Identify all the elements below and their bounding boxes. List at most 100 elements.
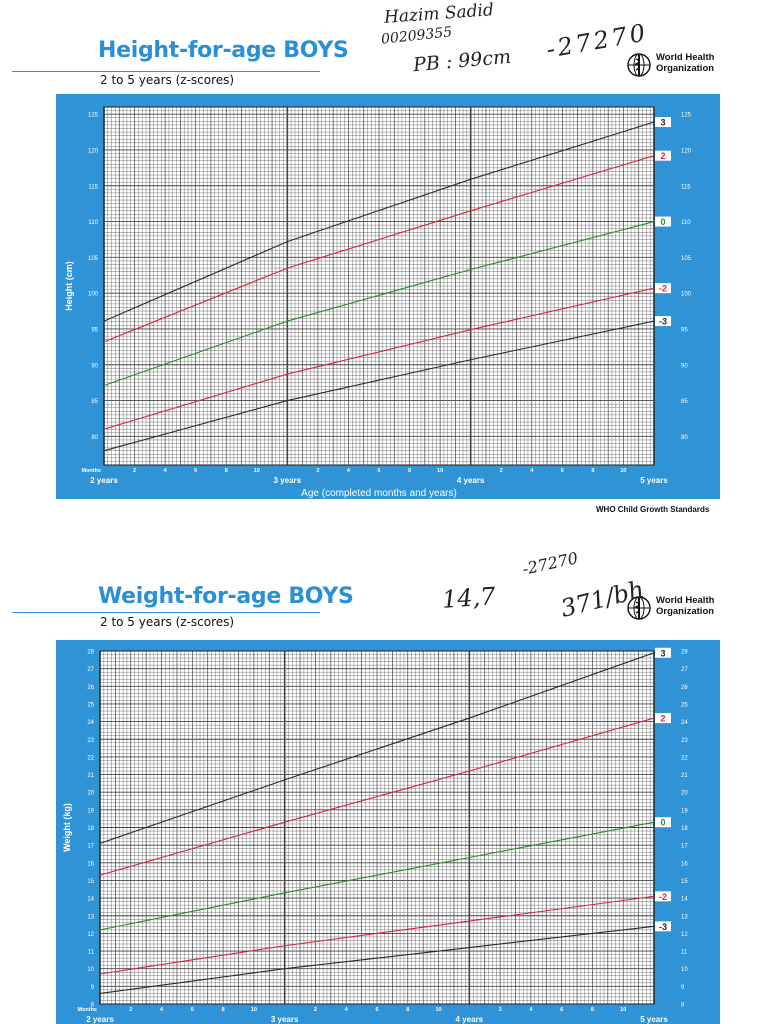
y-tick-label-right: 28 (681, 650, 688, 656)
zscore-label-2: 2 (660, 714, 665, 724)
plot-border (103, 106, 655, 466)
y-tick-label-left: 80 (91, 435, 98, 441)
y-tick-label-left: 23 (87, 738, 94, 744)
month-tick-label: 10 (437, 468, 443, 474)
zscore-line--2 (103, 287, 655, 430)
y-tick-label-right: 12 (681, 932, 688, 938)
y-tick-label-left: 26 (87, 685, 94, 691)
zscore-line-2 (99, 717, 655, 876)
month-tick-label: 10 (620, 468, 626, 474)
year-label: 5 years (640, 1015, 668, 1024)
month-tick-label: 2 (129, 1007, 132, 1013)
zscore-line-0 (99, 821, 655, 931)
y-tick-label-left: 16 (87, 861, 94, 867)
year-label: 3 years (271, 1015, 299, 1024)
plot-border (99, 650, 655, 1005)
y-tick-label-left: 125 (88, 113, 99, 119)
year-label: 4 years (456, 1015, 484, 1024)
month-tick-label: 4 (160, 1007, 164, 1013)
y-axis-label: Weight (kg) (62, 803, 72, 852)
who-logo-bottom: World Health Organization (626, 594, 736, 622)
height-title-rule (12, 71, 320, 72)
y-tick-label-left: 17 (87, 844, 94, 850)
y-tick-label-right: 11 (681, 950, 688, 956)
zscore-label-bg (655, 283, 671, 294)
weight-chart-subtitle: 2 to 5 years (z-scores) (100, 615, 235, 629)
y-tick-label-left: 19 (87, 808, 94, 814)
zscore-line--3 (99, 925, 655, 994)
y-tick-label-left: 20 (87, 791, 94, 797)
who-name-line2: Organization (656, 605, 715, 617)
y-tick-label-left: 28 (87, 650, 94, 656)
month-tick-label: 10 (435, 1007, 441, 1013)
month-tick-label: 6 (561, 468, 564, 474)
y-tick-label-left: 13 (87, 914, 94, 920)
year-label: 2 years (86, 1015, 114, 1024)
y-tick-label-left: 95 (91, 327, 98, 333)
month-tick-label: 2 (133, 468, 136, 474)
who-name: World Health Organization (656, 595, 715, 617)
zscore-label-bg (655, 316, 671, 327)
y-tick-label-left: 85 (91, 399, 98, 405)
month-tick-label: 4 (529, 1007, 533, 1013)
y-tick-label-right: 105 (681, 256, 692, 262)
y-tick-label-right: 27 (681, 667, 688, 673)
y-tick-label-right: 10 (681, 967, 688, 973)
y-tick-label-right: 25 (681, 702, 688, 708)
y-tick-label-right: 80 (681, 435, 688, 441)
who-name: World Health Organization (656, 52, 715, 74)
y-tick-label-left: 21 (87, 773, 94, 779)
y-tick-label-right: 110 (681, 220, 691, 226)
month-tick-label: 4 (530, 468, 534, 474)
who-name-line1: World Health (656, 52, 715, 63)
y-tick-label-right: 15 (681, 879, 688, 885)
y-tick-label-right: 8 (681, 1003, 685, 1009)
y-tick-label-right: 85 (681, 399, 688, 405)
month-tick-label: 8 (222, 1007, 225, 1013)
y-tick-label-right: 22 (681, 755, 688, 761)
month-tick-label: 10 (251, 1007, 257, 1013)
month-tick-label: 8 (406, 1007, 409, 1013)
y-tick-label-left: 22 (87, 755, 94, 761)
zscore-label-0: 0 (660, 217, 665, 227)
y-tick-label-left: 90 (91, 363, 98, 369)
month-tick-label: 4 (347, 468, 351, 474)
year-label: 3 years (274, 476, 302, 485)
handwritten-name: Hazim Sadid (383, 0, 495, 28)
y-tick-label-right: 115 (681, 184, 691, 190)
y-tick-label-right: 21 (681, 773, 688, 779)
weight-chart-title: Weight-for-age BOYS (98, 584, 354, 609)
month-tick-label: 8 (408, 468, 411, 474)
weight-for-age-chart: 8 8 9 9 10 10 11 11 12 12 13 13 14 14 15 15 16 16 17 17 18 18… (56, 640, 720, 1024)
who-emblem-icon (627, 596, 651, 620)
y-tick-label-right: 23 (681, 738, 688, 744)
zscore-line--3 (103, 320, 655, 452)
y-tick-label-right: 17 (681, 844, 688, 850)
zscore-label-0: 0 (660, 818, 665, 828)
height-chart-panel: 80 80 85 85 90 90 95 95 100 100 105 105 110 110 115 115… (56, 94, 720, 499)
grid (99, 650, 655, 1005)
zscore-label-bg (655, 216, 671, 227)
months-label: Months (81, 468, 101, 474)
zscore-line-3 (103, 121, 655, 322)
month-tick-label: 6 (560, 1007, 563, 1013)
y-tick-label-right: 18 (681, 826, 688, 832)
zscore-label-bg (655, 713, 671, 724)
who-name-line2: Organization (656, 62, 715, 74)
y-tick-label-right: 125 (681, 113, 692, 119)
months-label: Months (77, 1007, 97, 1013)
month-tick-label: 6 (191, 1007, 194, 1013)
handwritten-id: 00209355 (380, 24, 453, 48)
who-standards-footer: WHO Child Growth Standards (596, 505, 710, 514)
zscore-line--2 (99, 895, 655, 975)
zscore-label--3: -3 (659, 317, 667, 327)
y-axis-label: Height (cm) (64, 261, 74, 311)
y-tick-label-left: 24 (87, 720, 94, 726)
y-tick-label-left: 120 (88, 148, 99, 154)
zscore-line-0 (103, 221, 655, 387)
year-label: 5 years (640, 476, 668, 485)
y-tick-label-left: 27 (87, 667, 94, 673)
y-tick-label-left: 115 (88, 184, 98, 190)
handwritten-measure: PB : 99cm (412, 45, 512, 77)
y-tick-label-left: 10 (87, 967, 94, 973)
